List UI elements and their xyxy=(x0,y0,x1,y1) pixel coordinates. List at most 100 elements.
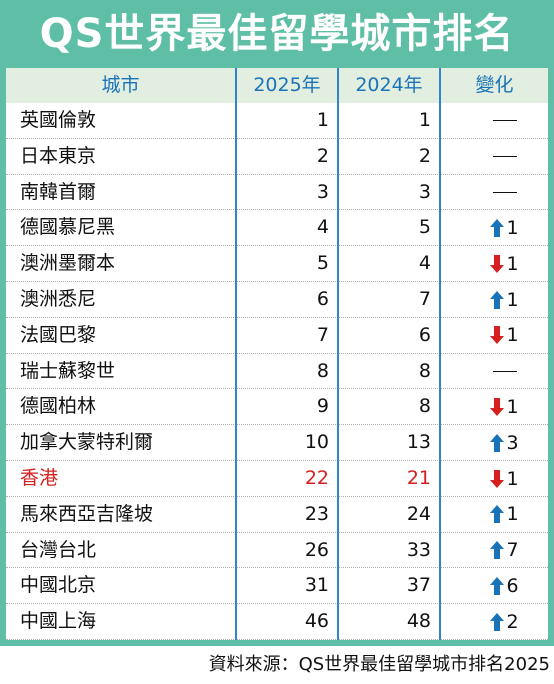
rank-change: 1 xyxy=(461,318,548,353)
arrow-up-icon xyxy=(490,505,505,524)
rank-change: 6 xyxy=(461,568,548,603)
rank-change xyxy=(461,175,548,210)
table-row: 香港 22 21 1 xyxy=(6,461,548,497)
change-value: 1 xyxy=(506,288,519,311)
rank-2025: 6 xyxy=(316,288,329,310)
arrow-up-icon xyxy=(490,541,505,560)
city-name: 英國倫敦 xyxy=(20,109,97,131)
rank-2024: 2 xyxy=(418,144,431,167)
rank-2025: 4 xyxy=(316,216,329,239)
city-name: 德國柏林 xyxy=(20,395,97,418)
header-2024: 2024年 xyxy=(355,74,423,96)
rank-2024: 6 xyxy=(418,323,431,346)
city-name: 日本東京 xyxy=(20,144,97,167)
table-row: 台灣台北 26 33 7 xyxy=(6,533,548,569)
change-value: 1 xyxy=(506,324,519,347)
no-change-dash-icon xyxy=(492,191,517,193)
rank-change: 7 xyxy=(461,533,548,568)
change-value: 1 xyxy=(506,503,519,526)
rank-2024: 4 xyxy=(418,252,431,275)
city-name: 加拿大蒙特利爾 xyxy=(20,431,154,454)
arrow-down-icon xyxy=(490,254,505,273)
change-value: 6 xyxy=(506,574,519,597)
table-row: 日本東京 2 2 xyxy=(6,139,548,175)
change-value: 3 xyxy=(506,431,519,454)
rank-change xyxy=(461,103,548,138)
change-value: 1 xyxy=(506,252,519,275)
rank-2024: 5 xyxy=(418,216,431,239)
column-divider xyxy=(235,68,237,640)
no-change-dash-icon xyxy=(492,370,517,372)
rank-2025: 26 xyxy=(304,538,329,561)
rank-2025: 8 xyxy=(316,359,329,382)
rank-2025: 5 xyxy=(316,252,329,275)
table-row: 德國柏林 9 8 1 xyxy=(6,389,548,426)
table-row: 中國上海 46 48 2 xyxy=(6,604,548,640)
rank-2025: 46 xyxy=(304,610,329,633)
rank-2024: 33 xyxy=(406,538,431,561)
rank-2024: 21 xyxy=(406,467,431,489)
header-2025: 2025年 xyxy=(253,74,321,96)
table-row: 英國倫敦 1 1 xyxy=(6,103,548,139)
arrow-down-icon xyxy=(490,469,505,488)
change-value: 2 xyxy=(506,610,519,633)
table-row: 加拿大蒙特利爾 10 13 3 xyxy=(6,425,548,461)
city-name: 香港 xyxy=(20,467,59,489)
rank-2025: 9 xyxy=(316,395,329,418)
header-city: 城市 xyxy=(101,74,140,96)
table-header: 城市 2025年 2024年 變化 xyxy=(6,68,548,103)
arrow-up-icon xyxy=(490,433,505,452)
table-row: 南韓首爾 3 3 xyxy=(6,175,548,211)
change-value: 1 xyxy=(506,467,519,490)
rank-2024: 8 xyxy=(418,395,431,418)
city-name: 瑞士蘇黎世 xyxy=(20,359,116,382)
rank-2024: 13 xyxy=(406,431,431,454)
rank-change: 1 xyxy=(461,497,548,532)
table-row: 瑞士蘇黎世 8 8 xyxy=(6,354,548,390)
column-divider xyxy=(439,68,441,640)
rank-change xyxy=(461,354,548,389)
city-name: 澳洲悉尼 xyxy=(20,288,97,310)
change-value: 1 xyxy=(506,216,519,239)
header-change: 變化 xyxy=(475,74,514,96)
rank-2025: 1 xyxy=(316,109,329,131)
table-row: 法國巴黎 7 6 1 xyxy=(6,318,548,354)
rank-2024: 7 xyxy=(418,288,431,310)
change-value: 7 xyxy=(506,539,519,562)
city-name: 中國北京 xyxy=(20,574,97,597)
no-change-dash-icon xyxy=(492,155,517,157)
table-row: 馬來西亞吉隆坡 23 24 1 xyxy=(6,497,548,533)
arrow-up-icon xyxy=(490,290,505,309)
arrow-up-icon xyxy=(490,612,505,631)
rank-2024: 8 xyxy=(418,359,431,382)
source-note: 資料來源：QS世界最佳留學城市排名2025 xyxy=(208,654,550,675)
rank-2025: 31 xyxy=(304,574,329,597)
city-name: 馬來西亞吉隆坡 xyxy=(20,502,154,525)
rank-2024: 37 xyxy=(406,574,431,597)
city-name: 南韓首爾 xyxy=(20,180,97,203)
arrow-down-icon xyxy=(490,397,505,416)
rank-2025: 3 xyxy=(316,180,329,203)
city-name: 中國上海 xyxy=(20,610,97,633)
rank-2025: 23 xyxy=(304,502,329,525)
table-frame: QS世界最佳留學城市排名 城市 2025年 2024年 變化 英國倫敦 1 1 日本東… xyxy=(0,0,554,646)
arrow-up-icon xyxy=(490,576,505,595)
table-row: 澳洲墨爾本 5 4 1 xyxy=(6,246,548,282)
rank-change: 3 xyxy=(461,425,548,460)
city-name: 澳洲墨爾本 xyxy=(20,252,116,275)
rank-2024: 3 xyxy=(418,180,431,203)
arrow-up-icon xyxy=(490,218,505,237)
rank-2025: 22 xyxy=(304,467,329,489)
city-name: 德國慕尼黑 xyxy=(20,216,116,239)
rank-change xyxy=(461,139,548,174)
page-title: QS世界最佳留學城市排名 xyxy=(39,11,515,57)
rank-change: 1 xyxy=(461,389,548,424)
rank-change: 1 xyxy=(461,282,548,317)
table-row: 澳洲悉尼 6 7 1 xyxy=(6,282,548,318)
rank-2024: 48 xyxy=(406,610,431,633)
rank-change: 2 xyxy=(461,604,548,639)
table-row: 中國北京 31 37 6 xyxy=(6,568,548,605)
table-row: 德國慕尼黑 4 5 1 xyxy=(6,210,548,247)
no-change-dash-icon xyxy=(492,120,517,121)
rank-2025: 2 xyxy=(316,144,329,167)
